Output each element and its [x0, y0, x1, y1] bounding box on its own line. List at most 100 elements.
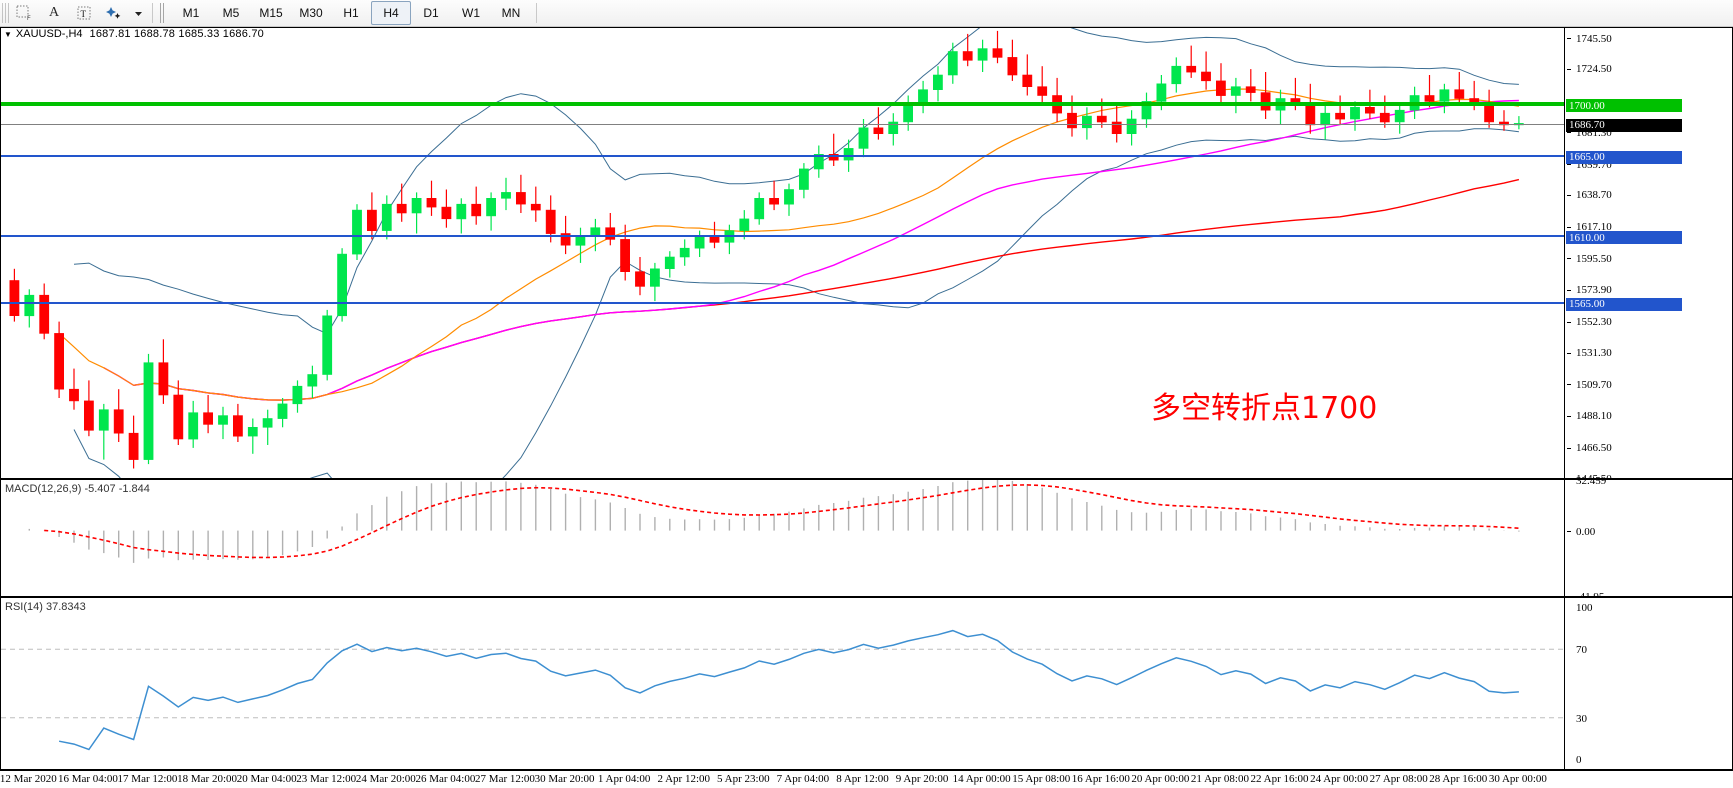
price-level-line[interactable]	[1, 102, 1564, 107]
price-tick: 1552.30	[1565, 316, 1733, 328]
rsi-tick-label: 100	[1576, 602, 1593, 614]
time-axis-label: 24 Apr 00:00	[1310, 773, 1369, 785]
price-level-tag[interactable]: 1686.70	[1566, 118, 1682, 132]
timeframe-m15[interactable]: M15	[259, 6, 283, 20]
indicators-icon[interactable]	[100, 1, 128, 25]
time-axis-label: 27 Apr 08:00	[1369, 773, 1428, 785]
time-axis-label: 14 Apr 00:00	[952, 773, 1011, 785]
price-tick-label: 1617.10	[1576, 221, 1612, 234]
macd-series-svg	[28, 480, 1520, 563]
svg-text:T: T	[81, 9, 87, 19]
price-tick: 1638.70	[1565, 189, 1733, 201]
time-axis-label: 9 Apr 20:00	[895, 773, 949, 785]
crosshair-grid-icon[interactable]: F	[10, 1, 38, 25]
time-axis-label: 20 Mar 04:00	[236, 773, 297, 785]
timeframe-mn[interactable]: MN	[501, 6, 521, 20]
symbol-info-bar: ▼ XAUUSD-,H4 1687.81 1688.78 1685.33 168…	[0, 27, 264, 41]
price-level-line[interactable]	[1, 301, 1564, 304]
price-series-svg	[9, 28, 1524, 478]
macd-pane[interactable]: MACD(12,26,9) -5.407 -1.844 32.4590.00-4…	[0, 475, 1733, 603]
time-axis[interactable]: 12 Mar 2020 16 Mar 04:00 17 Mar 12:00 18 Ma…	[0, 770, 1733, 788]
time-axis-label: 23 Mar 12:00	[296, 773, 357, 785]
time-axis-label: 1 Apr 04:00	[597, 773, 651, 785]
price-plot-area[interactable]: 多空转折点1700	[1, 28, 1564, 478]
price-level-tag[interactable]: 1665.00	[1566, 150, 1682, 164]
rsi-tick: 0	[1565, 754, 1733, 766]
rsi-tick-label: 0	[1576, 754, 1582, 766]
price-tick: 1573.90	[1565, 284, 1733, 296]
price-tick-label: 1573.90	[1576, 284, 1612, 297]
price-tick: 1488.10	[1565, 410, 1733, 422]
time-axis-label: 20 Apr 00:00	[1131, 773, 1190, 785]
price-level-tag[interactable]: 1700.00	[1566, 99, 1682, 113]
price-tick-label: 1552.30	[1576, 316, 1612, 329]
time-axis-label: 30 Mar 20:00	[534, 773, 595, 785]
time-axis-label: 22 Apr 16:00	[1250, 773, 1309, 785]
time-axis-label: 18 Mar 20:00	[177, 773, 238, 785]
timeframe-m30[interactable]: M30	[299, 6, 323, 20]
price-axis[interactable]: 1745.50 1724.50 1681.30 1659.70 1638.70 1617.…	[1564, 28, 1733, 485]
time-axis-label: 5 Apr 23:00	[717, 773, 770, 785]
time-axis-label: 16 Mar 04:00	[57, 773, 118, 785]
time-axis-label: 17 Mar 12:00	[117, 773, 178, 785]
price-tick-label: 1595.50	[1576, 252, 1612, 265]
timeframe-d1[interactable]: D1	[423, 6, 439, 20]
price-tick: 1466.50	[1565, 442, 1733, 454]
time-axis-label: 26 Mar 04:00	[415, 773, 476, 785]
dropdown-arrow-icon[interactable]	[130, 1, 146, 25]
timeframe-drag-handle[interactable]	[160, 3, 165, 23]
price-tick: 1509.70	[1565, 379, 1733, 391]
time-axis-label: 27 Mar 12:00	[475, 773, 535, 785]
price-level-tag[interactable]: 1565.00	[1566, 297, 1682, 311]
price-level-tag[interactable]: 1610.00	[1566, 231, 1682, 245]
symbol-ohlc: 1687.81 1688.78 1685.33 1686.70	[89, 28, 264, 40]
macd-label: MACD(12,26,9) -5.407 -1.844	[5, 483, 150, 495]
macd-tick: 0.00	[1565, 526, 1733, 538]
price-tick-label: 1488.10	[1576, 410, 1612, 423]
rsi-series-svg	[1, 629, 1564, 751]
rsi-pane[interactable]: RSI(14) 37.8343 100 70 30 0	[0, 597, 1733, 770]
price-pane[interactable]: 多空转折点1700 1745.50 1724.50 1681.30 1659.70 16…	[0, 27, 1733, 485]
price-level-line[interactable]	[1, 123, 1564, 125]
price-level-line[interactable]	[1, 235, 1564, 238]
toolbar-separator-2	[536, 3, 537, 23]
price-level-line[interactable]	[1, 154, 1564, 157]
macd-tick: 32.459	[1565, 475, 1733, 487]
rsi-plot-area[interactable]	[1, 598, 1564, 769]
rsi-tick: 100	[1565, 602, 1733, 614]
rsi-tick-label: 70	[1576, 644, 1587, 657]
toolbar-separator	[152, 3, 153, 23]
timeframe-h4[interactable]: H4	[371, 1, 411, 25]
svg-text:F: F	[27, 16, 31, 21]
price-tick-label: 1638.70	[1576, 189, 1612, 202]
turning-point-note: 多空转折点1700	[1151, 391, 1378, 426]
rsi-axis[interactable]: 100 70 30 0	[1564, 598, 1732, 769]
price-tick: 1595.50	[1565, 253, 1733, 265]
rsi-tick-label: 30	[1576, 712, 1587, 725]
toolbar-drag-handle[interactable]	[2, 3, 9, 23]
symbol-name: XAUUSD-,H4	[15, 28, 83, 40]
price-tick: 1724.50	[1565, 63, 1733, 75]
time-axis-label: 16 Apr 16:00	[1071, 773, 1130, 785]
time-axis-label: 15 Apr 08:00	[1012, 773, 1071, 785]
timeframe-h1[interactable]: H1	[343, 6, 359, 20]
time-axis-label: 30 Apr 00:00	[1488, 773, 1547, 785]
collapse-icon[interactable]: ▼	[4, 29, 12, 39]
price-tick-label: 1745.50	[1576, 32, 1612, 45]
price-tick-label: 1531.30	[1576, 347, 1612, 360]
timeframe-w1[interactable]: W1	[462, 6, 480, 20]
text-object-icon[interactable]: A	[48, 5, 60, 20]
price-tick-label: 1509.70	[1576, 378, 1612, 391]
rsi-tick: 30	[1565, 713, 1733, 725]
time-axis-label: 28 Apr 16:00	[1429, 773, 1488, 785]
time-axis-label: 21 Apr 08:00	[1190, 773, 1249, 785]
price-tick-label: 1724.50	[1576, 63, 1612, 76]
macd-plot-area[interactable]	[1, 480, 1564, 596]
macd-tick-label: 0.00	[1576, 525, 1596, 538]
timeframe-group: M1 M5 M15 M30 H1 H4 D1 W1 MN	[171, 1, 531, 25]
timeframe-m5[interactable]: M5	[222, 6, 240, 20]
timeframe-m1[interactable]: M1	[182, 6, 200, 20]
rsi-label: RSI(14) 37.8343	[5, 601, 86, 613]
text-label-icon[interactable]: T	[70, 1, 98, 25]
